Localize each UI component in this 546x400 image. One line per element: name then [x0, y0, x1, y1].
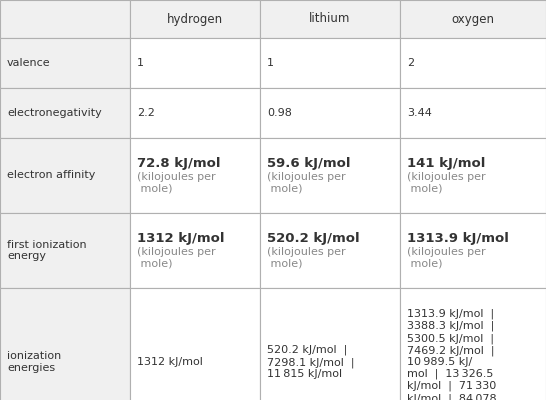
Bar	[400, 138, 546, 213]
Bar	[0, 288, 130, 400]
Bar	[0, 0, 130, 38]
Text: 1313.9 kJ/mol  |
3388.3 kJ/mol  |
5300.5 kJ/mol  |
7469.2 kJ/mol  |
10 989.5 kJ/: 1313.9 kJ/mol | 3388.3 kJ/mol | 5300.5 k…	[407, 309, 497, 400]
Text: 3.44: 3.44	[407, 108, 432, 118]
Bar	[130, 138, 260, 213]
Text: electronegativity: electronegativity	[7, 108, 102, 118]
Text: electron affinity: electron affinity	[7, 170, 96, 180]
Bar	[260, 0, 400, 38]
Bar	[260, 88, 400, 138]
Text: (kilojoules per: (kilojoules per	[137, 247, 216, 257]
Text: mole): mole)	[267, 184, 302, 194]
Bar	[130, 88, 260, 138]
Text: valence: valence	[7, 58, 51, 68]
Text: 0.98: 0.98	[267, 108, 292, 118]
Text: first ionization
energy: first ionization energy	[7, 240, 87, 261]
Bar	[400, 213, 546, 288]
Bar	[260, 288, 400, 400]
Bar	[130, 38, 260, 88]
Bar	[260, 138, 400, 213]
Text: 1: 1	[137, 58, 144, 68]
Text: (kilojoules per: (kilojoules per	[407, 172, 485, 182]
Text: 1: 1	[267, 58, 274, 68]
Bar	[0, 88, 130, 138]
Text: (kilojoules per: (kilojoules per	[267, 247, 346, 257]
Text: mole): mole)	[407, 184, 442, 194]
Text: 141 kJ/mol: 141 kJ/mol	[407, 157, 485, 170]
Bar	[260, 38, 400, 88]
Text: 1313.9 kJ/mol: 1313.9 kJ/mol	[407, 232, 509, 245]
Text: (kilojoules per: (kilojoules per	[137, 172, 216, 182]
Text: 520.2 kJ/mol  |
7298.1 kJ/mol  |
11 815 kJ/mol: 520.2 kJ/mol | 7298.1 kJ/mol | 11 815 kJ…	[267, 345, 354, 379]
Bar	[400, 38, 546, 88]
Text: mole): mole)	[267, 259, 302, 269]
Bar	[130, 0, 260, 38]
Bar	[400, 88, 546, 138]
Text: ionization
energies: ionization energies	[7, 351, 61, 373]
Text: 1312 kJ/mol: 1312 kJ/mol	[137, 357, 203, 367]
Bar	[0, 138, 130, 213]
Text: 59.6 kJ/mol: 59.6 kJ/mol	[267, 157, 351, 170]
Text: mole): mole)	[137, 259, 173, 269]
Text: hydrogen: hydrogen	[167, 12, 223, 26]
Text: 1312 kJ/mol: 1312 kJ/mol	[137, 232, 224, 245]
Bar	[0, 213, 130, 288]
Bar	[0, 38, 130, 88]
Bar	[400, 288, 546, 400]
Text: oxygen: oxygen	[452, 12, 495, 26]
Text: 2.2: 2.2	[137, 108, 155, 118]
Text: lithium: lithium	[310, 12, 351, 26]
Bar	[130, 288, 260, 400]
Bar	[130, 213, 260, 288]
Text: mole): mole)	[407, 259, 442, 269]
Text: 72.8 kJ/mol: 72.8 kJ/mol	[137, 157, 221, 170]
Text: 520.2 kJ/mol: 520.2 kJ/mol	[267, 232, 360, 245]
Text: 2: 2	[407, 58, 414, 68]
Bar	[400, 0, 546, 38]
Text: (kilojoules per: (kilojoules per	[407, 247, 485, 257]
Text: (kilojoules per: (kilojoules per	[267, 172, 346, 182]
Text: mole): mole)	[137, 184, 173, 194]
Bar	[260, 213, 400, 288]
